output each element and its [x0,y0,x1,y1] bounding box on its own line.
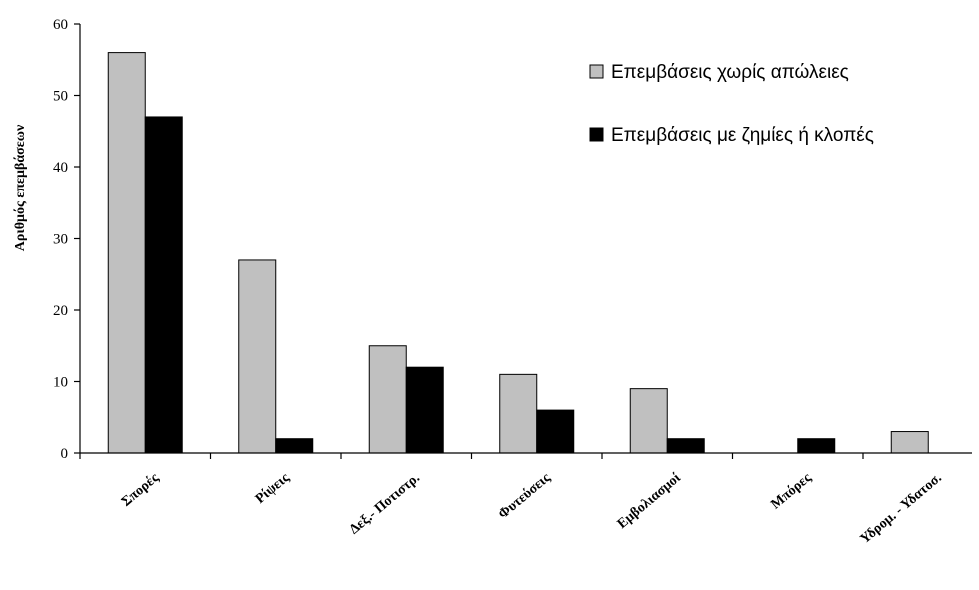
bar-series-1-σπορές [107,52,146,454]
legend-label-series-1: Επεμβάσεις χωρίς απώλειες [611,62,849,83]
category-labels: Σπορές Ρίψεις Δεξ.- Ποτιστρ. Φυτεύσεις Εμβολ… [119,470,945,547]
legend-swatch-series-2 [589,127,604,142]
legend-item-series-2: Επεμβάσεις με ζημίες ή κλοπές [589,125,874,146]
category-label-ρίψεις: Ρίψεις [253,470,293,507]
bar-series-1-φυτεύσεις [499,373,538,454]
bars-layer [107,52,929,454]
y-tick-label: 30 [53,232,68,248]
bar-series-2-μπόρες [797,438,836,454]
y-tick-label: 40 [53,160,68,176]
bar-series-2-σπορές [144,116,183,454]
bar-series-2-δεξ-ποτιστρ [405,366,444,454]
y-tick-label: 20 [53,303,68,319]
category-label-δεξ-ποτιστρ: Δεξ.- Ποτιστρ. [347,471,423,538]
legend-label-series-2: Επεμβάσεις με ζημίες ή κλοπές [611,125,874,146]
bar-series-2-φυτεύσεις [536,409,575,454]
bar-series-2-εμβολιασμοί [666,438,705,454]
category-label-εμβολιασμοί: Εμβολιασμοί [615,470,685,532]
bar-series-1-υδρομ-υδατοσ [890,431,929,454]
bar-series-2-ρίψεις [275,438,314,454]
y-ticks: 0 10 20 30 40 50 60 [53,17,80,462]
legend: Επεμβάσεις χωρίς απώλειες Επεμβάσεις με … [589,62,874,146]
category-label-σπορές: Σπορές [119,470,163,510]
category-label-φυτεύσεις: Φυτεύσεις [496,470,554,522]
y-tick-label: 10 [53,375,68,391]
bar-series-1-δεξ-ποτιστρ [368,345,407,454]
legend-item-series-1: Επεμβάσεις χωρίς απώλειες [589,62,849,83]
category-label-μπόρες: Μπόρες [768,470,815,513]
y-axis-label: Αριθμός επεμβάσεων [13,124,28,251]
bar-series-1-εμβολιασμοί [629,388,668,454]
category-label-υδρομ-υδατοσ: Υδρομ. - Υδατοσ. [858,471,945,548]
y-tick-label: 0 [61,446,69,462]
y-tick-label: 60 [53,17,68,33]
x-ticks [79,453,864,459]
y-tick-label: 50 [53,89,68,105]
legend-swatch-series-1 [589,64,604,79]
bar-series-1-ρίψεις [238,259,277,454]
